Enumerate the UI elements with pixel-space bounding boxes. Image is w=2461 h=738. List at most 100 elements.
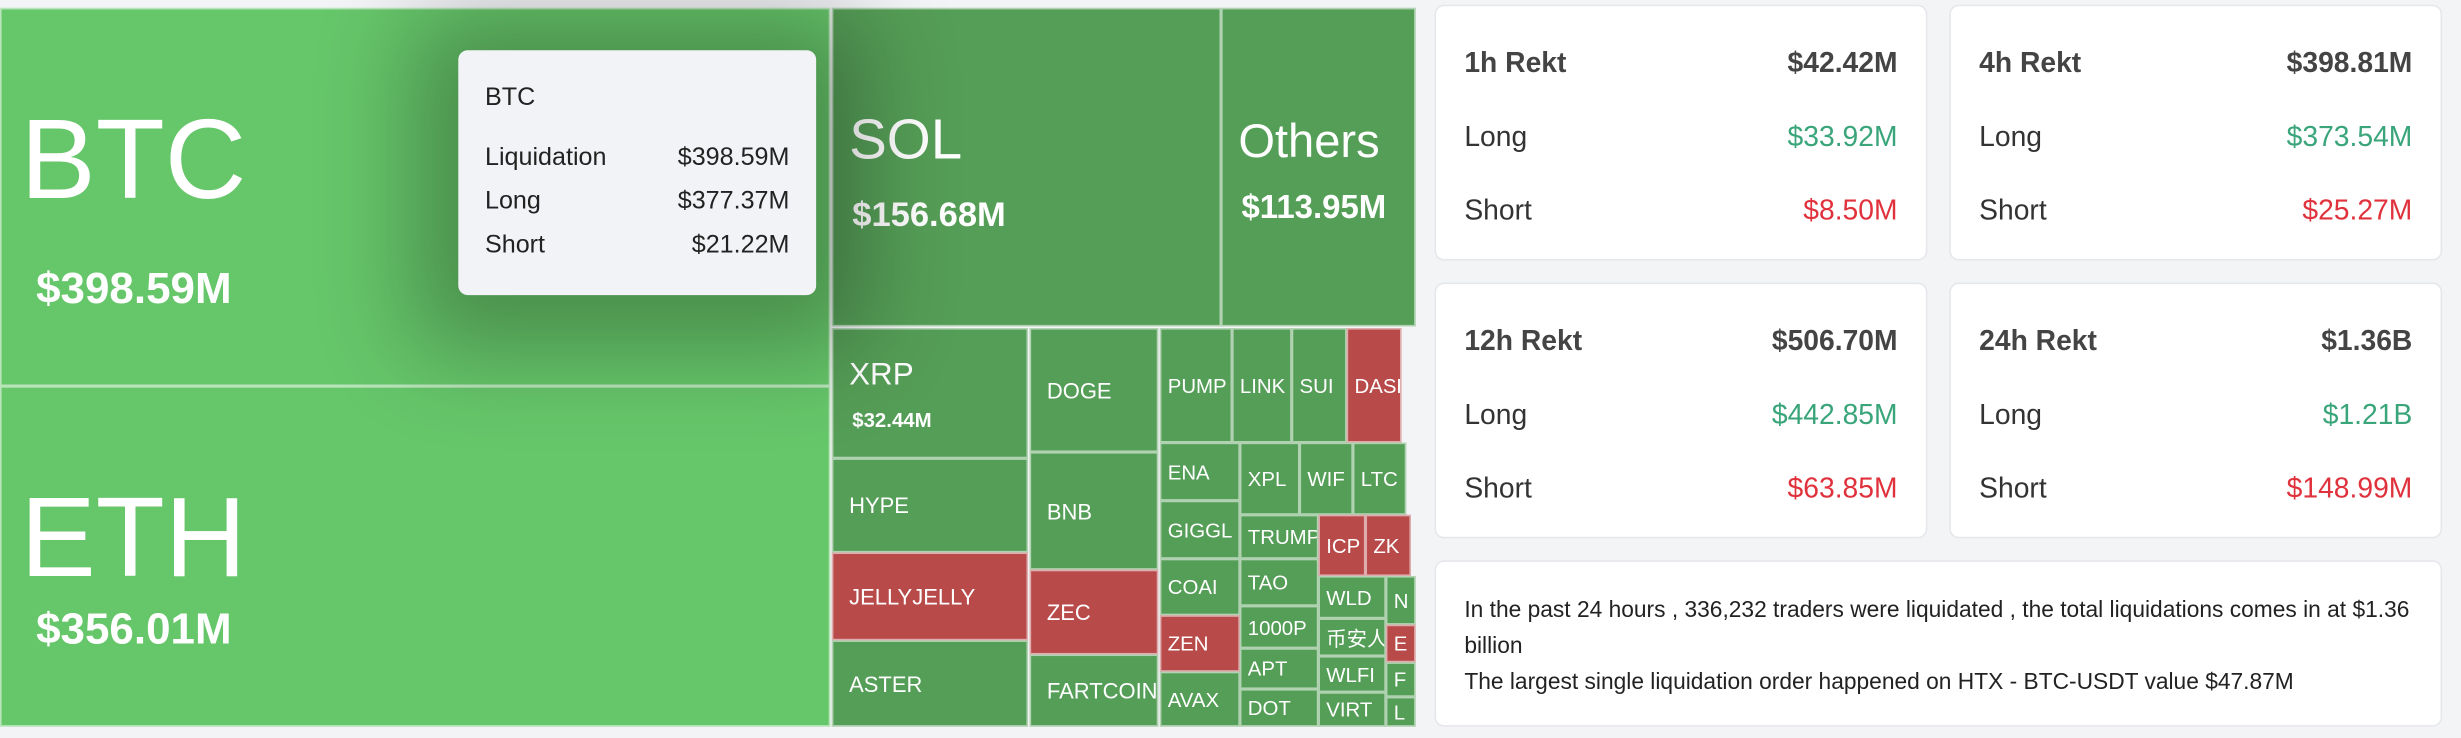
tile-label: LTC bbox=[1360, 466, 1398, 491]
treemap-tile: BNB bbox=[1029, 452, 1159, 570]
tile-label: BTC bbox=[20, 97, 247, 223]
summary: In the past 24 hours , 336,232 traders w… bbox=[1434, 560, 2443, 727]
treemap-tile: XRP $32.44M bbox=[831, 328, 1029, 459]
tile-label: ENA bbox=[1167, 459, 1210, 484]
card-row: Long $33.92M bbox=[1464, 121, 1897, 154]
tile-label: ZEC bbox=[1046, 599, 1091, 625]
treemap-tile: COAI bbox=[1159, 558, 1240, 616]
card-value: $506.70M bbox=[1771, 324, 1898, 357]
card-value: $398.81M bbox=[2286, 47, 2413, 79]
treemap-tile: HYPE bbox=[831, 458, 1029, 553]
card-label: Long bbox=[1979, 398, 2042, 431]
card-row: Short $25.27M bbox=[1979, 195, 2412, 228]
tile-label: ICP bbox=[1326, 533, 1361, 558]
tile-label: 币安人生 bbox=[1326, 627, 1386, 651]
treemap-tile: WIF bbox=[1299, 442, 1353, 515]
tile-label: JELLYJELLY bbox=[849, 583, 976, 609]
treemap-tile: WLD bbox=[1318, 576, 1386, 619]
tooltip-value: $21.22M bbox=[691, 232, 790, 259]
stat-card: 24h Rekt $1.36B Long $1.21B Short $148.99M bbox=[1949, 282, 2443, 539]
card-value: $1.36B bbox=[2321, 324, 2413, 357]
tile-label: TRUMP bbox=[1247, 524, 1319, 549]
treemap-tile: PUMP bbox=[1159, 328, 1233, 443]
card-row: Long $442.85M bbox=[1464, 399, 1897, 432]
card-row: 4h Rekt $398.81M bbox=[1979, 47, 2412, 80]
tile-label: ZEN bbox=[1167, 631, 1209, 656]
treemap-tile: E bbox=[1385, 624, 1416, 663]
treemap-tile: JELLYJELLY bbox=[831, 552, 1029, 641]
tooltip-title: BTC bbox=[484, 84, 536, 112]
card-row: 12h Rekt $506.70M bbox=[1464, 325, 1897, 358]
treemap-tile: 币安人生 bbox=[1318, 618, 1386, 657]
tile-value: $32.44M bbox=[852, 408, 932, 432]
tile-value: $113.95M bbox=[1241, 189, 1387, 227]
card-row: Long $1.21B bbox=[1979, 399, 2412, 432]
treemap-tile: SOL $156.68M bbox=[831, 7, 1222, 327]
treemap-tile: APT bbox=[1239, 648, 1319, 690]
tile-label: LINK bbox=[1239, 373, 1286, 398]
tile-label: ETH bbox=[20, 475, 247, 602]
tile-label: APT bbox=[1247, 656, 1288, 681]
tile-label: TAO bbox=[1247, 570, 1289, 595]
tile-label: FARTCOIN bbox=[1046, 678, 1158, 704]
card-value: $25.27M bbox=[2302, 194, 2413, 227]
card-row: 1h Rekt $42.42M bbox=[1464, 47, 1897, 80]
card-row: Short $63.85M bbox=[1464, 472, 1897, 505]
tile-label: GIGGL bbox=[1167, 517, 1233, 542]
tooltip: BTC Liquidation $398.59M Long $377.37M Short… bbox=[458, 50, 817, 296]
tooltip-value: $377.37M bbox=[677, 188, 790, 216]
treemap-tile: SUI bbox=[1291, 328, 1347, 443]
card-label: Long bbox=[1464, 120, 1528, 153]
treemap-tile: ENA bbox=[1159, 442, 1240, 501]
card-value: $63.85M bbox=[1787, 472, 1898, 504]
tile-label: 1000P bbox=[1247, 615, 1307, 639]
tooltip-label: Short bbox=[484, 232, 546, 259]
card-label: 1h Rekt bbox=[1464, 47, 1567, 79]
tile-label: WLD bbox=[1326, 585, 1372, 609]
tile-label: COAI bbox=[1167, 575, 1218, 599]
tile-label: VIRT bbox=[1326, 697, 1373, 722]
treemap-tile: FARTCOIN bbox=[1029, 654, 1159, 727]
treemap-tile: DASH bbox=[1346, 328, 1402, 443]
tooltip-row: Short $21.22M bbox=[485, 232, 789, 260]
tile-value: $356.01M bbox=[36, 604, 232, 653]
tooltip-label: Liquidation bbox=[484, 144, 607, 172]
card-label: 4h Rekt bbox=[1979, 47, 2082, 79]
tile-label: E bbox=[1393, 631, 1408, 656]
treemap-tile: L bbox=[1385, 696, 1416, 727]
tile-label: XRP bbox=[849, 357, 914, 393]
card-row: Long $373.54M bbox=[1979, 121, 2412, 154]
tile-label: SUI bbox=[1299, 373, 1334, 398]
card-label: Short bbox=[1979, 194, 2047, 227]
card-row: Short $8.50M bbox=[1464, 195, 1897, 228]
treemap-tile: LINK bbox=[1232, 328, 1292, 443]
card-label: Long bbox=[1464, 398, 1528, 431]
treemap-tile: VIRT bbox=[1318, 692, 1386, 727]
card-value: $373.54M bbox=[2286, 120, 2413, 153]
card-value: $1.21B bbox=[2322, 398, 2413, 431]
tile-label: ASTER bbox=[849, 670, 923, 697]
tooltip-row: Liquidation $398.59M bbox=[485, 144, 789, 172]
card-label: Long bbox=[1979, 120, 2042, 153]
card-label: Short bbox=[1464, 194, 1532, 227]
stat-card: 1h Rekt $42.42M Long $33.92M Short $8.50M bbox=[1434, 4, 1928, 261]
card-value: $33.92M bbox=[1787, 120, 1898, 153]
treemap-tile: ASTER bbox=[831, 640, 1029, 727]
card-value: $42.42M bbox=[1787, 47, 1898, 79]
treemap-tile: ETH $356.01M bbox=[0, 386, 831, 727]
tile-label: ZK bbox=[1373, 533, 1400, 558]
tile-value: $398.59M bbox=[36, 263, 232, 313]
summary-line: The largest single liquidation order hap… bbox=[1464, 670, 2294, 696]
tile-value: $156.68M bbox=[852, 194, 1006, 234]
card-label: Short bbox=[1464, 472, 1532, 504]
card-row: 24h Rekt $1.36B bbox=[1979, 325, 2412, 358]
treemap-tile: ICP bbox=[1318, 514, 1366, 577]
treemap-tile: ZEN bbox=[1159, 615, 1240, 672]
tile-label: XPL bbox=[1247, 466, 1287, 491]
tile-label: HYPE bbox=[849, 492, 909, 518]
treemap-tile: ZEC bbox=[1029, 569, 1159, 655]
treemap-tile: DOGE bbox=[1029, 328, 1159, 453]
tile-label: Others bbox=[1238, 116, 1380, 168]
treemap-tile: LTC bbox=[1352, 442, 1407, 515]
